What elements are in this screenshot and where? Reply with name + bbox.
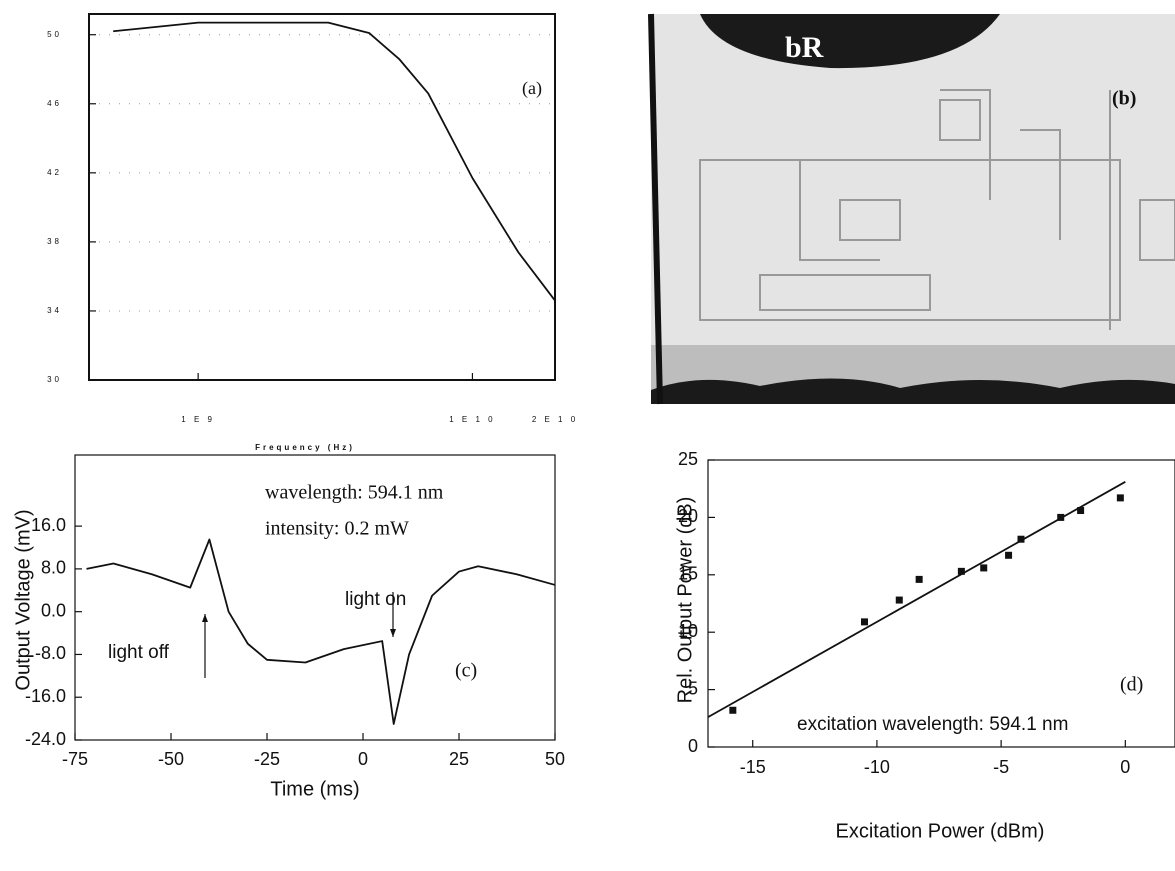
y-tick-label: 15: [678, 564, 698, 584]
y-tick-label: 0.0: [41, 600, 66, 620]
point: [1116, 494, 1124, 502]
point: [729, 706, 737, 714]
y-tick-label: -16.0: [25, 686, 66, 706]
data-line: [86, 538, 556, 725]
data-line: [113, 21, 556, 302]
micrograph: [651, 14, 1175, 404]
y-tick-label: 8.0: [41, 558, 66, 578]
point: [1077, 507, 1085, 515]
plot-frame: [88, 13, 556, 381]
y-tick-label: 25: [678, 449, 698, 469]
x-tick-label: 25: [449, 749, 469, 769]
chart-panel: -24.0 -16.0 -8.0 0.0 8.0 16.0 -75 -50 -25 0 25 50 Ti…: [12, 454, 565, 800]
chart-panel: 30 34 38 42 46 50 1 E 9 1 E 1 0 2 E 1 0 Frequency…: [47, 13, 578, 452]
annotation: (c): [455, 660, 477, 682]
y-axis-title: Output Voltage (mV): [12, 509, 34, 690]
x-tick-label: -25: [254, 749, 280, 769]
annotation: wavelength: 594.1 nm: [265, 482, 444, 504]
y-tick-label: 5: [688, 678, 698, 698]
point: [957, 567, 965, 575]
y-tick-label: 42: [47, 168, 62, 177]
arrow-head: [390, 629, 396, 637]
annotation: intensity: 0.2 mW: [265, 518, 409, 540]
y-tick-label: 38: [47, 237, 62, 246]
y-tick-label: 0: [688, 736, 698, 756]
x-tick-label: -50: [158, 749, 184, 769]
annotation: light on: [345, 589, 406, 610]
annotation: excitation wavelength: 594.1 nm: [797, 714, 1068, 735]
y-tick-label: -24.0: [25, 729, 66, 749]
annotation: (a): [522, 78, 542, 99]
x-tick-label: -15: [740, 757, 766, 777]
y-tick-label: 16.0: [31, 515, 66, 535]
x-tick-label: -10: [864, 757, 890, 777]
x-tick-label: 50: [545, 749, 565, 769]
point: [980, 564, 988, 572]
x-tick-label: -75: [62, 749, 88, 769]
image-label: bR: [785, 31, 824, 64]
y-tick-label: 10: [678, 621, 698, 641]
y-tick-label: 30: [47, 375, 62, 384]
x-tick-label: 2 E 1 0: [532, 415, 578, 424]
y-tick-label: 34: [47, 306, 62, 315]
x-tick-label: -5: [993, 757, 1009, 777]
y-tick-label: 20: [678, 506, 698, 526]
data-line: [707, 481, 1126, 718]
point: [915, 575, 923, 583]
y-tick-label: -8.0: [35, 643, 66, 663]
y-tick-label: 46: [47, 99, 62, 108]
circuit-pattern: [699, 89, 1175, 330]
plot-frame: [74, 454, 556, 741]
point: [1017, 535, 1025, 543]
panel-b: bR (b): [648, 13, 1175, 405]
x-tick-label: 0: [1120, 757, 1130, 777]
x-axis-title: Time (ms): [270, 778, 359, 800]
annotation: (d): [1120, 674, 1143, 696]
y-tick-label: 50: [47, 30, 62, 39]
dark-edge: [651, 378, 1175, 404]
y-axis-title: Rel. Output Power (dB): [674, 497, 696, 704]
plot-frame: [707, 459, 1175, 748]
dark-edge: [648, 13, 663, 405]
x-tick-label: 0: [358, 749, 368, 769]
x-tick-label: 1 E 9: [181, 415, 215, 424]
point: [860, 618, 868, 626]
x-tick-label: 1 E 1 0: [449, 415, 495, 424]
annotation: light off: [108, 642, 170, 663]
x-axis-title: Excitation Power (dBm): [836, 820, 1045, 842]
point: [895, 596, 903, 604]
point: [1005, 551, 1013, 559]
arrow-head: [202, 614, 208, 622]
x-axis-title: Frequency (Hz): [255, 443, 355, 452]
dark-region: [700, 14, 1000, 69]
panel-tag: (b): [1112, 88, 1136, 110]
chart-panel: 0 5 10 15 20 25 -15 -10 -5 0 Excitation Power (dBm…: [674, 449, 1175, 842]
